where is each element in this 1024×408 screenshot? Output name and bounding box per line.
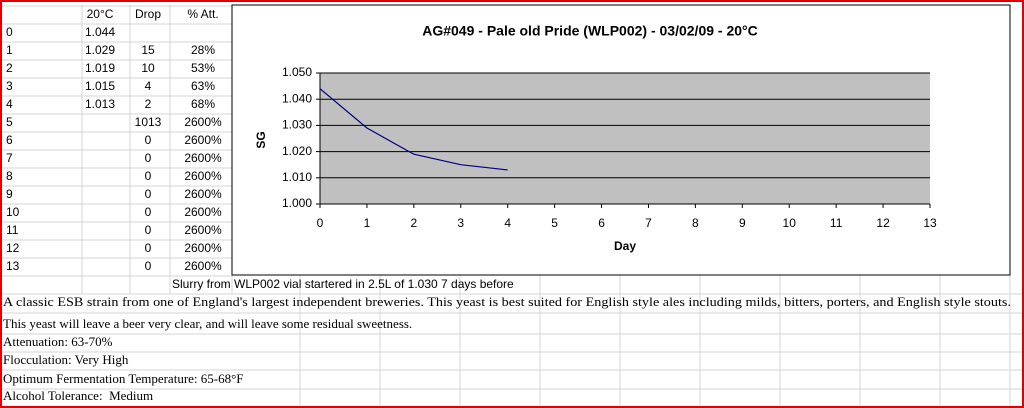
x-tick-label: 7 xyxy=(645,216,652,230)
x-tick-label: 10 xyxy=(783,216,797,230)
table-cell: 2600% xyxy=(184,205,222,219)
table-cell: 0 xyxy=(145,151,152,165)
table-cell: 9 xyxy=(6,187,13,201)
table-cell: 13 xyxy=(6,259,20,273)
table-cell: 1.019 xyxy=(85,61,115,75)
table-cell: 2 xyxy=(6,61,13,75)
table-cell: 0 xyxy=(145,223,152,237)
x-tick-label: 1 xyxy=(364,216,371,230)
table-cell: 4 xyxy=(6,97,13,111)
x-tick-label: 9 xyxy=(739,216,746,230)
table-cell: 15 xyxy=(141,43,155,57)
table-cell: 0 xyxy=(145,205,152,219)
table-cell: 1.029 xyxy=(85,43,115,57)
chart-caption: Slurry from WLP002 vial startered in 2.5… xyxy=(172,277,514,291)
table-cell: 0 xyxy=(145,259,152,273)
table-cell: 2600% xyxy=(184,115,222,129)
note-line: This yeast will leave a beer very clear,… xyxy=(3,316,412,331)
table-cell: 1.044 xyxy=(85,25,115,39)
x-tick-label: 8 xyxy=(692,216,699,230)
column-header: 20°C xyxy=(87,7,114,21)
column-header: Drop xyxy=(135,7,161,21)
table-cell: 6 xyxy=(6,133,13,147)
x-tick-label: 2 xyxy=(411,216,418,230)
table-cell: 10 xyxy=(6,205,20,219)
x-tick-label: 0 xyxy=(317,216,324,230)
note-line: Alcohol Tolerance: Medium xyxy=(3,388,153,403)
table-cell: 1 xyxy=(6,43,13,57)
sheet-grid xyxy=(0,5,1022,405)
table-cell: 2600% xyxy=(184,223,222,237)
column-header: % Att. xyxy=(187,7,218,21)
table-cell: 5 xyxy=(6,115,13,129)
chart-title: AG#049 - Pale old Pride (WLP002) - 03/02… xyxy=(422,23,758,39)
table-cell: 0 xyxy=(145,241,152,255)
table-cell: 2600% xyxy=(184,133,222,147)
table-cell: 12 xyxy=(6,241,20,255)
x-tick-label: 5 xyxy=(551,216,558,230)
table-cell: 4 xyxy=(145,79,152,93)
note-line: Attenuation: 63-70% xyxy=(3,334,113,349)
table-cell: 2600% xyxy=(184,241,222,255)
x-tick-label: 4 xyxy=(504,216,511,230)
table-cell: 3 xyxy=(6,79,13,93)
table-cell: 0 xyxy=(145,133,152,147)
y-tick-label: 1.040 xyxy=(282,91,312,105)
table-cell: 2600% xyxy=(184,151,222,165)
x-tick-label: 11 xyxy=(830,216,843,230)
table-cell: 10 xyxy=(141,61,155,75)
table-cell: 63% xyxy=(191,79,215,93)
table-cell: 68% xyxy=(191,97,215,111)
table-cell: 0 xyxy=(145,187,152,201)
note-line: Flocculation: Very High xyxy=(3,352,129,367)
table-cell: 7 xyxy=(6,151,13,165)
table-cell: 1013 xyxy=(135,115,162,129)
x-tick-label: 6 xyxy=(598,216,605,230)
plot-area xyxy=(320,73,930,204)
table-cell: 53% xyxy=(191,61,215,75)
table-cell: 1.015 xyxy=(85,79,115,93)
y-tick-label: 1.030 xyxy=(282,118,312,132)
note-line: Optimum Fermentation Temperature: 65-68°… xyxy=(3,371,244,386)
table-cell: 11 xyxy=(6,223,19,237)
x-tick-label: 13 xyxy=(923,216,937,230)
y-tick-label: 1.000 xyxy=(282,196,312,210)
table-cell: 0 xyxy=(145,169,152,183)
x-tick-label: 3 xyxy=(457,216,464,230)
y-axis-label: SG xyxy=(254,131,268,148)
x-axis-label: Day xyxy=(614,239,636,253)
table-cell: 2600% xyxy=(184,169,222,183)
table-cell: 0 xyxy=(6,25,13,39)
table-cell: 8 xyxy=(6,169,13,183)
table-cell: 1.013 xyxy=(85,97,115,111)
y-tick-label: 1.010 xyxy=(282,170,312,184)
table-cell: 2 xyxy=(145,97,152,111)
table-cell: 28% xyxy=(191,43,215,57)
table-cell: 2600% xyxy=(184,259,222,273)
y-tick-label: 1.050 xyxy=(282,65,312,79)
data-line xyxy=(319,88,508,171)
y-tick-label: 1.020 xyxy=(282,144,312,158)
note-line: A classic ESB strain from one of England… xyxy=(3,294,1011,309)
x-tick-label: 12 xyxy=(876,216,890,230)
table-cell: 2600% xyxy=(184,187,222,201)
